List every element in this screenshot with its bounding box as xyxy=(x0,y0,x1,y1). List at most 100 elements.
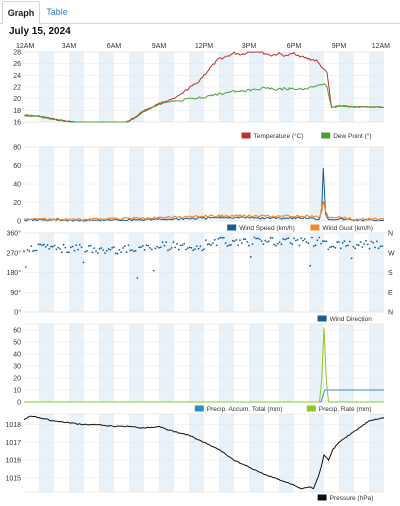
hour-band xyxy=(189,414,204,492)
wind-direction-point xyxy=(276,242,279,245)
tab-graph[interactable]: Graph xyxy=(2,1,40,24)
compass-label: S xyxy=(388,270,393,277)
wind-direction-point xyxy=(257,237,259,240)
wind-direction-point xyxy=(215,244,218,247)
wind-direction-point xyxy=(60,251,63,254)
y-tick-label: 40 xyxy=(13,352,21,359)
wind-direction-point xyxy=(190,246,193,249)
wind-direction-point xyxy=(82,261,85,264)
wind-direction-point xyxy=(102,249,105,251)
wind-direction-point xyxy=(269,236,272,239)
wind-direction-point xyxy=(84,250,87,253)
wind-direction-point xyxy=(343,240,346,243)
wind-direction-point xyxy=(145,244,148,247)
y-tick-label: 20 xyxy=(13,96,21,103)
wind-direction-point xyxy=(285,237,288,240)
hour-band xyxy=(69,414,84,492)
hour-band xyxy=(159,324,174,402)
hour-band xyxy=(39,324,54,402)
y-tick-label: 18 xyxy=(13,108,21,115)
wind-direction-point xyxy=(50,245,52,248)
wind-direction-point xyxy=(48,248,51,250)
wind-direction-point xyxy=(327,248,330,251)
wind-speed-chart: 80 60 40 20 0 Wind Gust (km/h) Wind Speed (km/… xyxy=(13,145,385,232)
wind-direction-point xyxy=(42,243,45,246)
y-tick-label: 40 xyxy=(13,182,21,189)
wind-direction-point xyxy=(233,240,236,243)
tab-table[interactable]: Table xyxy=(46,7,68,17)
legend-swatch xyxy=(317,315,327,322)
wind-direction-point xyxy=(303,238,306,240)
wind-direction-point xyxy=(329,246,331,249)
legend-label: Pressure (hPa) xyxy=(330,495,374,502)
wind-direction-point xyxy=(23,250,25,253)
wind-direction-point xyxy=(213,238,216,241)
y-tick-label: 0 xyxy=(17,400,21,407)
wind-direction-point xyxy=(266,241,268,243)
wind-direction-point xyxy=(314,244,317,247)
wind-direction-point xyxy=(347,244,349,247)
hour-band xyxy=(99,414,114,492)
legend-swatch xyxy=(306,405,316,412)
wind-direction-point xyxy=(370,240,373,243)
wind-direction-point xyxy=(55,248,58,251)
wind-direction-point xyxy=(147,244,150,247)
wind-direction-point xyxy=(122,247,124,249)
wind-direction-point xyxy=(226,245,229,248)
wind-direction-point xyxy=(141,244,144,247)
wind-direction-point xyxy=(284,238,286,241)
wind-direction-point xyxy=(350,257,353,260)
wind-direction-point xyxy=(75,244,78,247)
wind-direction-point xyxy=(249,256,252,258)
wind-direction-point xyxy=(91,251,94,254)
wind-direction-point xyxy=(267,240,270,243)
y-tick-label: 360° xyxy=(7,230,22,238)
wind-direction-point xyxy=(188,246,191,249)
wind-direction-point xyxy=(341,241,344,244)
time-axis-label: 12AM xyxy=(16,43,34,50)
wind-direction-point xyxy=(204,239,207,242)
legend-swatch xyxy=(227,224,237,231)
wind-direction-point xyxy=(372,242,375,244)
y-tick-label: 50 xyxy=(13,340,21,347)
wind-direction-point xyxy=(316,239,319,242)
wind-direction-point xyxy=(163,244,166,247)
wind-direction-point xyxy=(51,245,54,248)
wind-direction-point xyxy=(356,243,358,246)
y-tick-label: 90° xyxy=(10,289,21,297)
wind-direction-point xyxy=(374,246,376,249)
wind-direction-point xyxy=(339,247,342,250)
legend-swatch xyxy=(241,132,251,139)
wind-direction-point xyxy=(170,247,173,249)
wind-direction-point xyxy=(53,244,56,247)
wind-direction-point xyxy=(39,243,42,246)
wind-direction-point xyxy=(185,248,187,251)
wind-direction-point xyxy=(307,242,310,245)
wind-direction-point xyxy=(64,246,67,249)
wind-direction-point xyxy=(176,243,178,245)
legend-label: Wind Speed (km/h) xyxy=(239,225,295,232)
hour-band xyxy=(369,414,384,492)
wind-direction-point xyxy=(194,248,196,251)
wind-direction-point xyxy=(275,244,277,247)
wind-direction-point xyxy=(312,245,315,248)
pressure-chart: 1018 1017 1016 1015 Pressure (hPa) xyxy=(5,413,385,502)
y-tick-label: 1015 xyxy=(5,475,21,482)
wind-direction-point xyxy=(230,244,232,246)
hour-band xyxy=(309,414,324,492)
wind-direction-point xyxy=(375,240,378,243)
wind-direction-point xyxy=(134,249,137,252)
wind-direction-point xyxy=(174,246,177,249)
wind-direction-point xyxy=(298,244,301,247)
wind-direction-point xyxy=(368,247,371,250)
hour-band xyxy=(159,414,174,492)
view-tabs: Graph Table xyxy=(0,0,400,24)
wind-direction-point xyxy=(332,245,335,248)
wind-direction-point xyxy=(41,244,43,247)
wind-direction-point xyxy=(131,249,133,251)
wind-direction-point xyxy=(26,249,29,251)
wind-direction-point xyxy=(336,241,339,244)
wind-direction-point xyxy=(309,264,312,267)
wind-direction-point xyxy=(120,251,123,254)
hour-band xyxy=(69,324,84,402)
